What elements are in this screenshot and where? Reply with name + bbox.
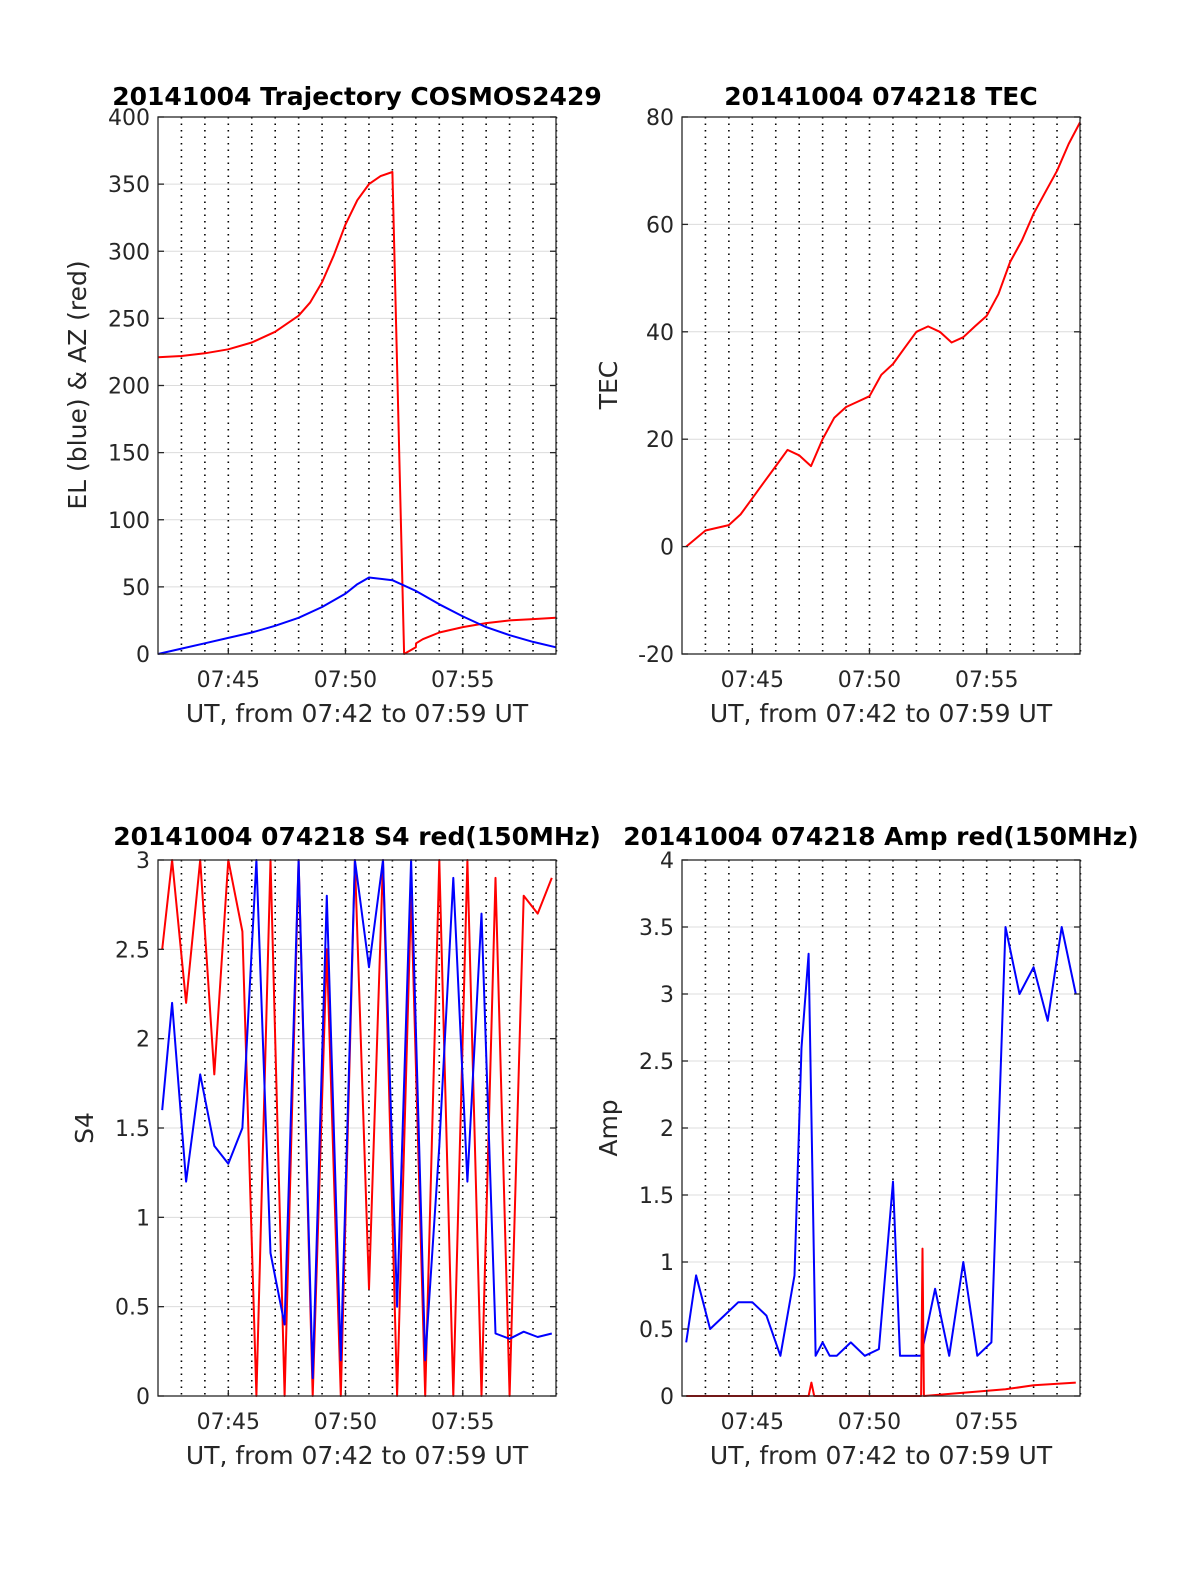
amp-grid [682,859,1082,1397]
tec-axes-box [681,116,1081,655]
tec-panel: 20141004 074218 TEC UT, from 07:42 to 07… [594,82,1082,728]
y-tick-label: 2 [660,1117,674,1142]
y-tick-label: 20 [646,428,674,453]
tec-series-line-0 [685,121,1081,548]
y-tick-label: 0 [660,536,674,561]
y-tick-label: 4 [660,849,674,874]
trajectory-title: 20141004 Trajectory COSMOS2429 [112,82,602,111]
x-tick-label: 07:45 [197,668,260,693]
amp-series-line-0 [685,926,1077,1357]
y-tick-label: 150 [108,442,150,467]
y-tick-label: 0 [136,643,150,668]
tec-title: 20141004 074218 TEC [724,82,1037,111]
y-tick-label: 1 [660,1251,674,1276]
trajectory-grid [158,116,558,655]
y-tick-label: 2 [136,1028,150,1053]
x-tick-label: 07:55 [431,1410,494,1435]
y-tick-label: 100 [108,509,150,534]
trajectory-ylabel: EL (blue) & AZ (red) [63,260,92,509]
y-tick-label: 3 [660,983,674,1008]
y-tick-label: 40 [646,321,674,346]
y-tick-label: 2.5 [115,938,150,963]
y-tick-label: 3 [136,849,150,874]
x-tick-label: 07:45 [197,1410,260,1435]
tec-grid [682,116,1082,655]
y-tick-label: 0.5 [639,1318,674,1343]
y-tick-label: 200 [108,375,150,400]
x-tick-label: 07:50 [838,668,901,693]
s4-panel: 20141004 074218 S4 red(150MHz) UT, from … [70,822,601,1470]
y-tick-label: 400 [108,106,150,131]
s4-title: 20141004 074218 S4 red(150MHz) [113,822,601,851]
x-tick-label: 07:50 [314,668,377,693]
y-tick-label: 1.5 [115,1117,150,1142]
amp-title: 20141004 074218 Amp red(150MHz) [623,822,1139,851]
trajectory-series-line-1 [157,576,557,655]
y-tick-label: 250 [108,307,150,332]
x-tick-label: 07:45 [721,1410,784,1435]
y-tick-label: -20 [638,643,674,668]
x-tick-label: 07:55 [431,668,494,693]
s4-ylabel: S4 [70,1112,99,1144]
trajectory-panel: 20141004 Trajectory COSMOS2429 UT, from … [63,82,602,728]
amp-series-line-1 [686,1247,1076,1397]
y-tick-label: 2.5 [639,1050,674,1075]
x-tick-label: 07:55 [955,668,1018,693]
y-tick-label: 350 [108,173,150,198]
amp-panel: 20141004 074218 Amp red(150MHz) UT, from… [594,822,1139,1470]
x-tick-label: 07:45 [721,668,784,693]
amp-ylabel: Amp [594,1099,623,1156]
x-tick-label: 07:50 [838,1410,901,1435]
amp-xlabel: UT, from 07:42 to 07:59 UT [710,1441,1053,1470]
y-tick-label: 60 [646,213,674,238]
trajectory-xlabel: UT, from 07:42 to 07:59 UT [186,699,529,728]
x-tick-label: 07:50 [314,1410,377,1435]
y-tick-label: 1.5 [639,1184,674,1209]
y-tick-label: 50 [122,576,150,601]
y-tick-label: 0.5 [115,1296,150,1321]
y-tick-label: 0 [136,1385,150,1410]
y-tick-label: 3.5 [639,916,674,941]
tec-xlabel: UT, from 07:42 to 07:59 UT [710,699,1053,728]
x-tick-label: 07:55 [955,1410,1018,1435]
tec-ylabel: TEC [594,361,623,411]
y-tick-label: 0 [660,1385,674,1410]
trajectory-series-line-0 [157,171,557,655]
s4-xlabel: UT, from 07:42 to 07:59 UT [186,1441,529,1470]
y-tick-label: 80 [646,106,674,131]
y-tick-label: 300 [108,240,150,265]
y-tick-label: 1 [136,1206,150,1231]
